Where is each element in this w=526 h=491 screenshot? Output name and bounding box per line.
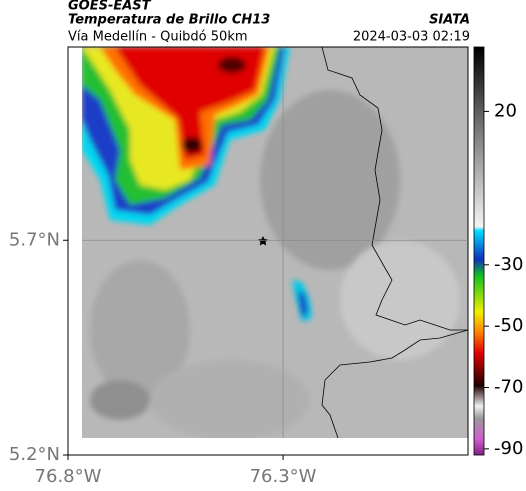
map-axes <box>67 46 469 456</box>
colorbar <box>473 46 485 456</box>
colorbar-tick-label: -50 <box>494 315 523 336</box>
colorbar-tick-label: 20 <box>494 100 517 121</box>
y-tick-label: 5.2°N <box>9 444 60 465</box>
y-tick-label: 5.7°N <box>9 229 60 250</box>
colorbar-tick-label: -90 <box>494 438 523 459</box>
x-tick-label: 76.8°W <box>35 466 102 487</box>
title: GOES-EAST <box>68 0 152 14</box>
route: Vía Medellín - Quibdó 50km <box>68 30 248 45</box>
x-tick-label: 76.3°W <box>250 466 317 487</box>
timestamp: 2024-03-03 02:19 <box>353 30 470 45</box>
map-frame <box>67 46 469 456</box>
colorbar-tick-label: -70 <box>494 377 523 398</box>
source: SIATA <box>429 13 470 28</box>
subtitle: Temperatura de Brillo CH13 <box>68 13 270 28</box>
satellite-image <box>82 47 468 438</box>
colorbar-tick-label: -30 <box>494 254 523 275</box>
